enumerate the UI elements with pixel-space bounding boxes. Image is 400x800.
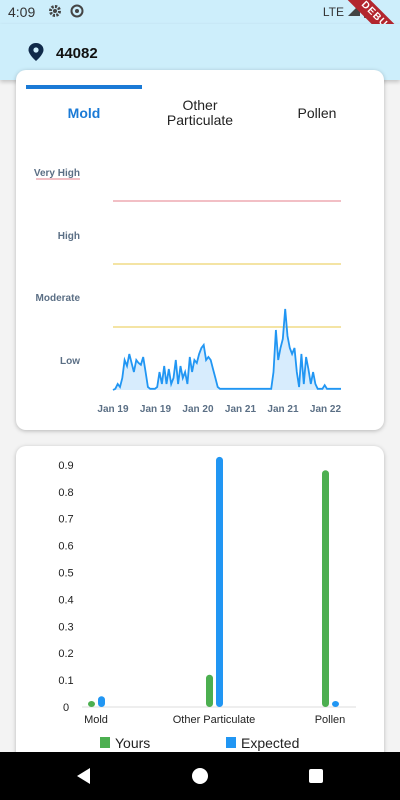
x-tick-label: Jan 19 (97, 404, 129, 415)
y-axis-label: High (58, 231, 80, 242)
y-tick-label: 0.3 (58, 621, 73, 633)
category-label: Mold (84, 714, 108, 726)
y-tick-label: 0.7 (58, 514, 73, 526)
legend-swatch-yours (100, 737, 110, 748)
y-tick-label: 0.2 (58, 648, 73, 660)
system-nav-bar (0, 752, 400, 800)
x-tick-label: Jan 21 (225, 404, 257, 415)
recents-icon[interactable] (306, 766, 326, 786)
bar-expected-1 (216, 456, 223, 707)
category-label: Pollen (315, 714, 346, 726)
y-axis-label: Very High (34, 168, 80, 179)
back-icon[interactable] (74, 766, 94, 786)
status-time: 4:09 (8, 4, 36, 20)
status-bar: 4:09 LTE DEBUG (0, 0, 400, 56)
settings-gear-icon (48, 4, 62, 18)
data-saver-icon (70, 4, 84, 18)
comparison-card: 0 0.1 0.2 0.3 0.4 0.5 0.6 0.7 0.8 0.9 Mold Other Pa… (16, 446, 384, 766)
x-tick-label: Jan 19 (140, 404, 172, 415)
trend-card: Mold Other Particulate Pollen Very High Hi… (16, 70, 384, 430)
y-axis-label: Low (60, 356, 80, 367)
legend-swatch-expected (226, 737, 236, 748)
y-tick-label: 0.1 (58, 675, 73, 687)
x-tick-label: Jan 22 (310, 404, 342, 415)
comparison-bar-chart: 0 0.1 0.2 0.3 0.4 0.5 0.6 0.7 0.8 0.9 Mold Other Pa… (58, 456, 356, 751)
trend-chart: Very High High Moderate Low Jan 19 Jan 19 Jan … (34, 168, 342, 415)
network-type: LTE (322, 4, 344, 19)
y-tick-label: 0.6 (58, 541, 73, 553)
bar-expected-0 (98, 696, 105, 707)
status-notification-icons (48, 4, 84, 18)
category-label: Other Particulate (173, 714, 256, 726)
y-tick-label: 0 (63, 702, 69, 714)
trend-line (112, 308, 341, 391)
location-zip: 44082 (56, 45, 98, 62)
bar-expected-2 (332, 701, 339, 707)
y-tick-label: 0.4 (58, 594, 73, 606)
tab-mold[interactable]: Mold (67, 105, 101, 121)
legend-label: Yours (115, 735, 150, 751)
bar-yours-1 (206, 674, 213, 707)
bar-yours-0 (88, 701, 95, 707)
bar-yours-2 (322, 470, 329, 707)
active-tab-indicator (26, 85, 142, 89)
x-tick-label: Jan 20 (182, 404, 214, 415)
y-tick-label: 0.8 (58, 487, 73, 499)
x-tick-label: Jan 21 (267, 404, 299, 415)
y-axis-label: Moderate (36, 293, 81, 304)
tab-pollen[interactable]: Pollen (297, 105, 337, 121)
location-pin-icon[interactable] (28, 43, 44, 61)
y-tick-label: 0.5 (58, 568, 73, 580)
legend-label: Expected (241, 735, 299, 751)
y-tick-label: 0.9 (58, 460, 73, 472)
home-icon[interactable] (190, 766, 210, 786)
tab-other-particulate[interactable]: Other Particulate (166, 97, 234, 128)
